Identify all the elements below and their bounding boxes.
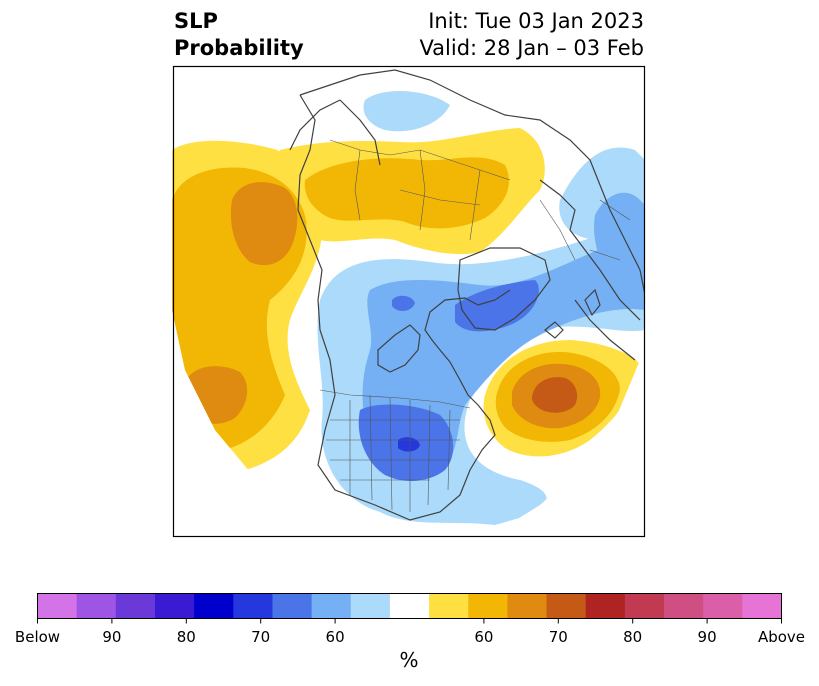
below-70-arctic-small [392, 295, 415, 312]
colorbar-cell [389, 593, 430, 619]
title-line-2: Probability [174, 36, 304, 60]
colorbar-unit-label: % [399, 648, 419, 672]
colorbar-tick-label: Above [757, 628, 806, 646]
forecast-dates: Init: Tue 03 Jan 2023 Valid: 28 Jan – 03… [419, 8, 644, 62]
colorbar-cell [429, 593, 469, 619]
coastlines [289, 69, 645, 521]
colorbar-cell [272, 593, 313, 619]
coastline-iceland-uk [544, 288, 601, 339]
colorbar-cell [350, 593, 391, 619]
colorbar-cell [154, 593, 195, 619]
probability-field [172, 66, 645, 537]
colorbar [37, 593, 782, 619]
init-date: Init: Tue 03 Jan 2023 [428, 9, 644, 33]
coastline-north-america [297, 94, 511, 521]
below-65-siberia [594, 192, 645, 292]
colorbar-cell [37, 593, 78, 619]
colorbar-cell [507, 593, 548, 619]
colorbar-cell [703, 593, 743, 619]
title-line-1: SLP [174, 9, 218, 33]
colorbar-cell [311, 593, 352, 619]
above-70-pacific [230, 182, 298, 266]
coastline-greenland [457, 247, 551, 331]
eurasia-borders [329, 139, 631, 261]
colorbar-tick-label: 60 [474, 628, 494, 646]
valid-range: Valid: 28 Jan – 03 Feb [419, 36, 644, 60]
above-65-asia [304, 157, 509, 229]
colorbar-tick-label: 70 [251, 628, 271, 646]
coastline-europe [539, 179, 641, 361]
colorbar-cell [76, 593, 117, 619]
colorbar-frame [37, 593, 782, 619]
colorbar-cell [624, 593, 665, 619]
colorbar-cell [742, 593, 782, 619]
below-70-hudson [455, 280, 539, 332]
canada-border [319, 389, 471, 409]
colorbar-cell [546, 593, 587, 619]
colorbar-tick-label: 90 [102, 628, 122, 646]
chart-title: SLP Probability [174, 8, 304, 62]
coastline-eurasia [299, 69, 645, 296]
below-60-arctic [363, 90, 450, 132]
colorbar-cell [115, 593, 156, 619]
political-borders [319, 139, 631, 512]
colorbar-tick-label: Below [14, 628, 61, 646]
colorbar-tick-label: 70 [548, 628, 568, 646]
colorbar-cell [585, 593, 626, 619]
above-75-atlantic [531, 377, 578, 413]
colorbar-tick-label: 80 [176, 628, 196, 646]
colorbar-tick-label: 80 [623, 628, 643, 646]
coastline-asia-pacific [289, 99, 381, 166]
colorbar-tick-label: 60 [325, 628, 345, 646]
colorbar-ticks [37, 618, 782, 624]
colorbar-cell [664, 593, 704, 619]
colorbar-cell [194, 593, 234, 619]
us-state-lines [326, 394, 460, 512]
colorbar-cell [233, 593, 273, 619]
coastline-hudson-bay [377, 324, 421, 373]
below-75-us [398, 437, 420, 452]
colorbar-tick-label: 90 [697, 628, 717, 646]
map-frame [172, 65, 646, 538]
colorbar-cell [468, 593, 508, 619]
